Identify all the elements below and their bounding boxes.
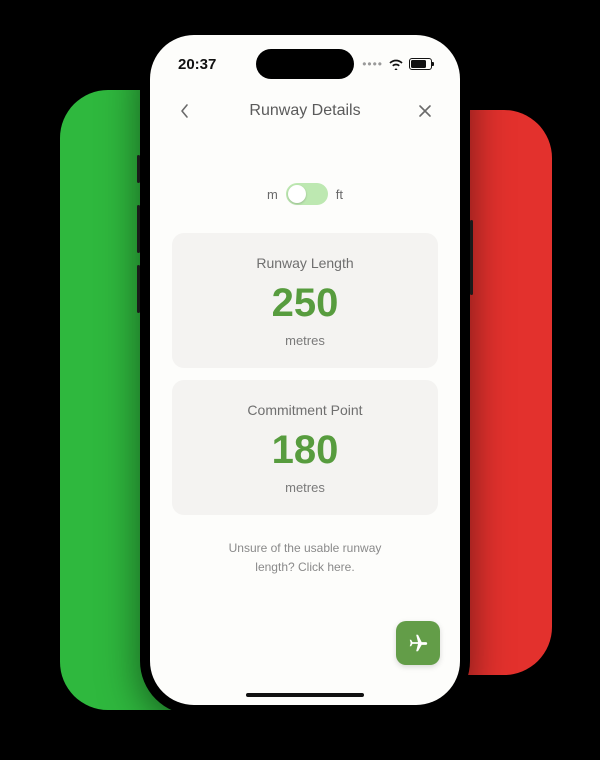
- cellular-icon: ••••: [362, 57, 383, 71]
- continue-button[interactable]: [396, 621, 440, 665]
- runway-length-card[interactable]: Runway Length 250 metres: [172, 233, 438, 368]
- close-icon: [418, 104, 432, 118]
- back-button[interactable]: [172, 98, 198, 124]
- phone-frame: 20:37 •••• Runway Details: [140, 25, 470, 715]
- power-button: [470, 220, 473, 295]
- page-title: Runway Details: [249, 102, 360, 120]
- wifi-icon: [388, 58, 404, 70]
- runway-length-label: Runway Length: [188, 255, 422, 271]
- commitment-point-label: Commitment Point: [188, 402, 422, 418]
- hint-line2: length? Click here.: [255, 560, 354, 574]
- toggle-thumb: [288, 185, 306, 203]
- battery-icon: [409, 58, 432, 70]
- volume-up-button: [137, 205, 140, 253]
- volume-down-button: [137, 265, 140, 313]
- commitment-point-card[interactable]: Commitment Point 180 metres: [172, 380, 438, 515]
- phone-screen: 20:37 •••• Runway Details: [150, 35, 460, 705]
- chevron-left-icon: [180, 103, 190, 119]
- home-indicator[interactable]: [246, 693, 364, 697]
- unit-label-feet: ft: [336, 187, 343, 202]
- unit-toggle-row: m ft: [172, 183, 438, 205]
- close-button[interactable]: [412, 98, 438, 124]
- runway-length-unit: metres: [188, 333, 422, 348]
- content-area: m ft Runway Length 250 metres Commitment…: [150, 135, 460, 705]
- status-time: 20:37: [178, 56, 216, 73]
- runway-length-value: 250: [188, 281, 422, 325]
- nav-bar: Runway Details: [150, 91, 460, 131]
- commitment-point-value: 180: [188, 428, 422, 472]
- status-indicators: ••••: [362, 57, 432, 71]
- hint-link[interactable]: Unsure of the usable runway length? Clic…: [172, 539, 438, 577]
- hint-line1: Unsure of the usable runway: [229, 541, 382, 555]
- commitment-point-unit: metres: [188, 480, 422, 495]
- unit-label-metres: m: [267, 187, 278, 202]
- airplane-icon: [407, 632, 429, 654]
- side-button: [137, 155, 140, 183]
- unit-toggle[interactable]: [286, 183, 328, 205]
- dynamic-island: [256, 49, 354, 79]
